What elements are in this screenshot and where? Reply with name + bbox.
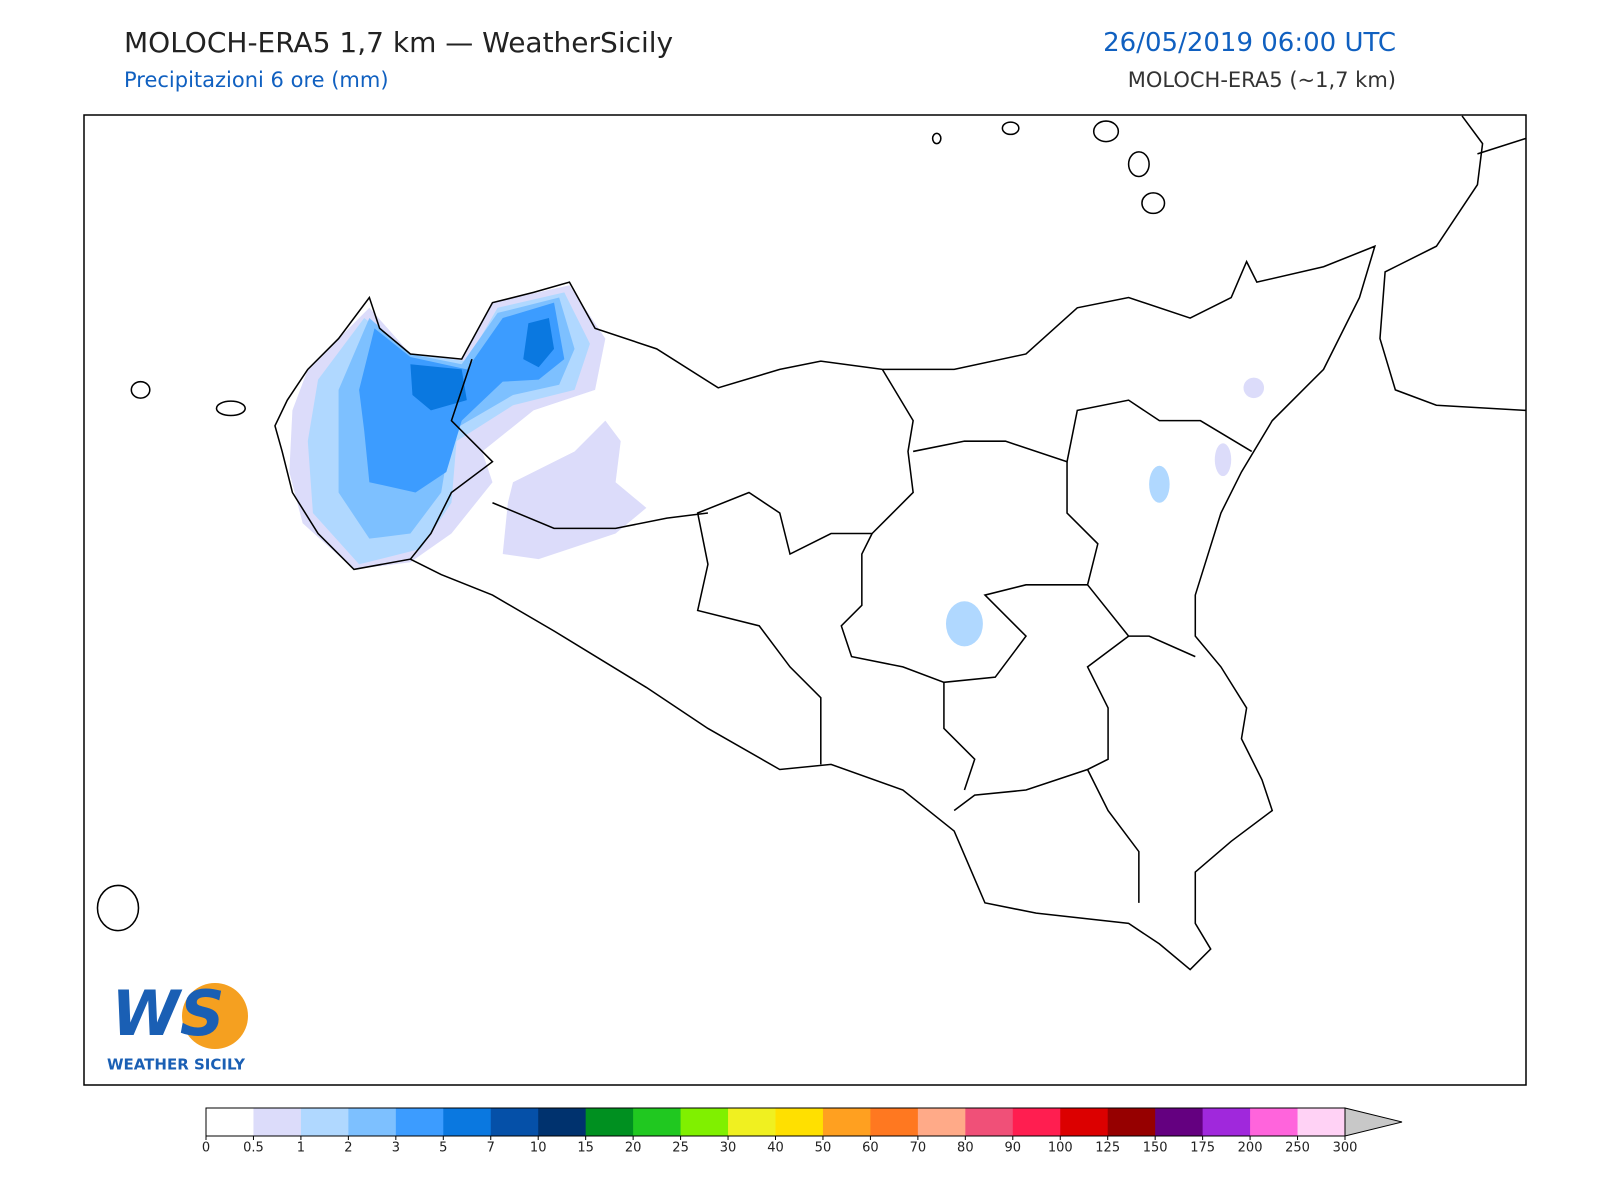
colorbar-tick-label: 7: [487, 1141, 495, 1156]
calabria-coast: [1379, 115, 1526, 412]
colorbar-swatch: [1155, 1108, 1204, 1136]
colorbar-tick-label: 70: [910, 1141, 927, 1156]
precip-area: [1214, 443, 1232, 477]
colorbar-swatch: [206, 1108, 254, 1136]
colorbar-swatch: [822, 1108, 871, 1136]
province-border: [840, 461, 1099, 684]
island: [1141, 192, 1166, 215]
colorbar-swatch: [443, 1108, 492, 1136]
colorbar-swatch: [538, 1108, 587, 1136]
logo: WS WEATHER SICILY: [107, 977, 248, 1074]
colorbar-extend: [1344, 1107, 1403, 1137]
colorbar-tick-label: 1: [297, 1141, 305, 1156]
colorbar-tick-label: 0: [202, 1141, 210, 1156]
colorbar-tick-label: 175: [1190, 1141, 1215, 1156]
logo-mark: WS: [111, 977, 224, 1050]
colorbar-tick-label: 5: [439, 1141, 447, 1156]
precipitation: [289, 285, 1265, 647]
province-border: [492, 502, 709, 530]
colorbar-swatch: [1012, 1108, 1061, 1136]
colorbar-swatch: [728, 1108, 776, 1136]
logo-name: WEATHER SICILY: [107, 1056, 246, 1074]
precip-area: [1243, 377, 1265, 399]
coastlines: [96, 115, 1526, 971]
colorbar-tick-label: 2: [344, 1141, 352, 1156]
colorbar-tick-label: 80: [957, 1141, 974, 1156]
colorbar-swatch: [965, 1108, 1014, 1136]
colorbar-tick-label: 300: [1333, 1141, 1358, 1156]
colorbar-swatch: [1250, 1108, 1299, 1136]
colorbar-tick-label: 60: [862, 1141, 879, 1156]
colorbar-tick-label: 3: [392, 1141, 400, 1156]
colorbar-swatch: [585, 1108, 634, 1136]
island: [1001, 121, 1020, 136]
island: [215, 400, 246, 417]
colorbar-swatch: [870, 1108, 919, 1136]
colorbar-tick-label: 20: [625, 1141, 642, 1156]
colorbar-swatch: [917, 1108, 966, 1136]
colorbar-swatch: [253, 1108, 302, 1136]
logo-sun: [182, 983, 248, 1049]
colorbar-tick-label: 15: [577, 1141, 594, 1156]
colorbar-swatch: [1297, 1108, 1346, 1136]
colorbar-tick-label: 250: [1285, 1141, 1310, 1156]
colorbar-tick-label: 200: [1238, 1141, 1263, 1156]
colorbar-tick-label: 30: [720, 1141, 737, 1156]
colorbar-tick-label: 150: [1143, 1141, 1168, 1156]
colorbar-tick-label: 100: [1048, 1141, 1073, 1156]
colorbar-swatch: [1107, 1108, 1156, 1136]
colorbar-tick-label: 125: [1095, 1141, 1120, 1156]
colorbar-swatch: [775, 1108, 824, 1136]
colorbar-swatch: [490, 1108, 539, 1136]
title: MOLOCH-ERA5 1,7 km — WeatherSicily: [124, 26, 674, 59]
province-border: [912, 399, 1253, 463]
colorbar-swatch: [300, 1108, 349, 1136]
colorbar-tick-label: 90: [1005, 1141, 1022, 1156]
island: [96, 884, 140, 932]
province-border: [943, 584, 1196, 812]
colorbar-tick-label: 40: [767, 1141, 784, 1156]
colorbar-swatch: [680, 1108, 729, 1136]
province-border: [696, 368, 914, 765]
precip-area: [502, 420, 647, 560]
province-border: [409, 358, 494, 560]
colorbar-swatch: [633, 1108, 682, 1136]
precip-area: [410, 318, 555, 411]
model-label: MOLOCH-ERA5 (~1,7 km): [1127, 68, 1396, 92]
subtitle: Precipitazioni 6 ore (mm): [124, 68, 389, 92]
colorbar-swatch: [1202, 1108, 1251, 1136]
island: [130, 380, 151, 399]
colorbar-tick-label: 25: [672, 1141, 689, 1156]
island: [1127, 151, 1150, 178]
island: [1092, 120, 1120, 143]
sicily-coast: [274, 244, 1377, 971]
colorbar: 0 0.5 1 2 3 5 7 10 15 20 25 30 40 50 60 70 80 90 100 125 150…: [202, 1107, 1403, 1156]
colorbar-swatch: [395, 1108, 444, 1136]
datetime: 26/05/2019 06:00 UTC: [1103, 28, 1396, 58]
map-layer: [96, 115, 1526, 971]
colorbar-swatch: [1060, 1108, 1109, 1136]
precip-area: [1149, 465, 1170, 503]
colorbar-tick-label: 50: [815, 1141, 832, 1156]
province-border: [1086, 769, 1140, 903]
calabria-coast: [1477, 137, 1526, 155]
island: [931, 132, 942, 145]
precip-area: [945, 601, 983, 647]
map-frame: [83, 114, 1527, 1086]
colorbar-tick-label: 0.5: [243, 1141, 264, 1156]
colorbar-swatch: [348, 1108, 397, 1136]
colorbar-tick-label: 10: [530, 1141, 547, 1156]
